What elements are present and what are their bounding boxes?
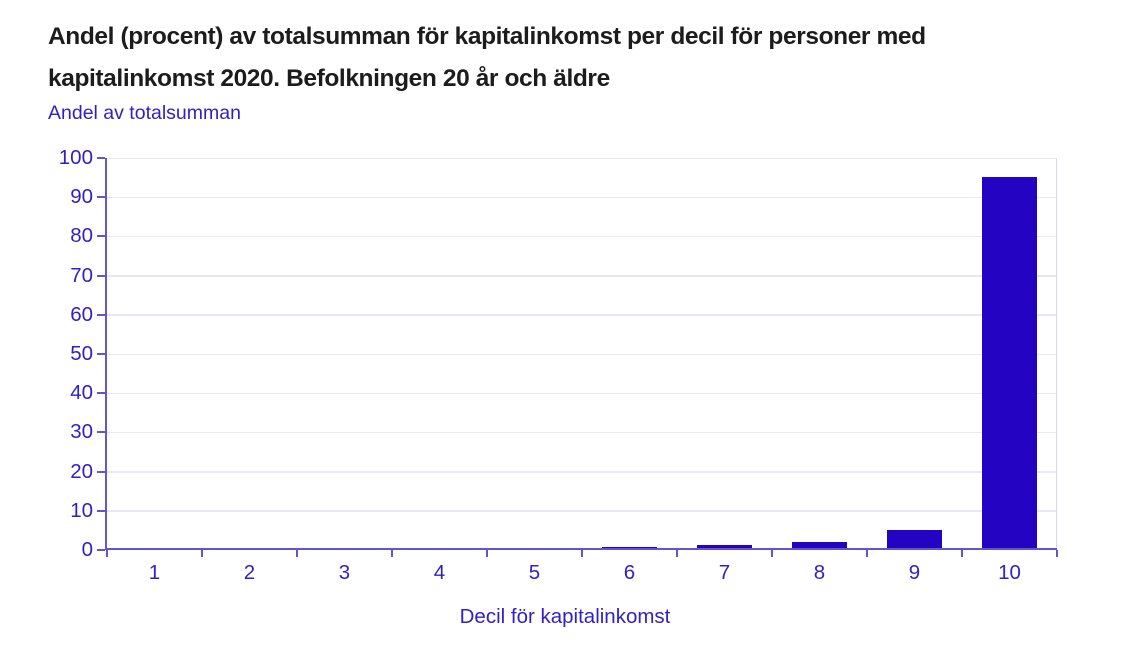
x-axis-tick-0 (106, 550, 108, 557)
y-axis-label-0: 0 (81, 538, 93, 561)
gridline-70 (107, 275, 1057, 277)
x-axis-tick-5 (581, 550, 583, 557)
bar-decile-10 (982, 176, 1037, 549)
gridline-40 (107, 392, 1057, 395)
bar-chart-plot-area: 0 10 20 30 40 50 60 70 80 90 100 1 2 3 4 5 6 7 8 9 10 (59, 146, 1058, 584)
x-axis-label-4: 4 (433, 561, 446, 584)
gridline-20 (107, 471, 1057, 473)
y-axis-label-80: 80 (70, 224, 93, 248)
x-axis-label-7: 7 (718, 561, 731, 584)
x-axis-tick-6 (676, 550, 678, 557)
x-axis-tick-3 (391, 550, 393, 557)
y-axis-tick-40 (97, 392, 105, 395)
x-axis-line (105, 548, 1057, 550)
x-axis-label-8: 8 (813, 561, 826, 584)
y-axis-label-100: 100 (58, 146, 93, 169)
x-axis-tick-8 (866, 550, 868, 557)
x-axis-tick-9 (961, 550, 963, 557)
y-axis-label-10: 10 (70, 498, 93, 522)
y-axis-label-40: 40 (70, 381, 93, 405)
x-axis-tick-4 (486, 550, 488, 557)
bar-decile-9 (887, 530, 942, 549)
y-axis-tick-30 (97, 431, 105, 434)
x-axis-label-10: 10 (998, 561, 1021, 584)
y-axis-tick-90 (97, 196, 105, 199)
y-axis-label-50: 50 (70, 342, 93, 365)
gridline-50 (107, 353, 1057, 355)
x-axis-label-2: 2 (243, 561, 256, 584)
y-axis-tick-20 (97, 470, 105, 473)
gridline-30 (107, 431, 1057, 434)
y-axis-tick-80 (97, 235, 105, 238)
x-axis-label-9: 9 (908, 561, 921, 584)
y-axis-tick-100 (97, 157, 105, 159)
gridline-60 (107, 314, 1057, 316)
x-axis-title: Decil för kapitalinkomst (459, 605, 671, 628)
x-axis-tick-10 (1056, 550, 1058, 557)
x-axis-label-5: 5 (528, 561, 541, 584)
bar-decile-7 (697, 545, 752, 549)
gridline-100 (107, 157, 1057, 159)
y-axis-label-60: 60 (70, 302, 93, 326)
y-axis-label-20: 20 (70, 459, 93, 483)
y-axis-label-30: 30 (70, 420, 93, 444)
x-axis-tick-2 (296, 550, 298, 557)
x-axis-label-6: 6 (623, 561, 636, 584)
y-axis-unit-label: Andel av totalsumman (48, 102, 241, 124)
y-axis-tick-10 (97, 509, 105, 512)
x-axis-tick-7 (771, 550, 773, 557)
y-axis-tick-60 (97, 313, 105, 316)
x-axis-tick-1 (201, 550, 203, 557)
gridline-10 (107, 510, 1057, 512)
x-axis-label-1: 1 (148, 561, 161, 584)
y-axis-tick-70 (97, 274, 105, 277)
chart-title-line-2: kapitalinkomst 2020. Befolkningen 20 år … (48, 65, 610, 92)
y-axis-line (105, 158, 107, 550)
y-axis-label-70: 70 (70, 263, 93, 287)
gridline-80 (107, 235, 1057, 238)
plot-right-border (1055, 158, 1057, 549)
x-axis-label-3: 3 (338, 561, 351, 584)
bar-decile-8 (792, 541, 847, 549)
chart-title: Andel (procent) av totalsumman för kapit… (48, 16, 926, 100)
gridline-90 (107, 196, 1057, 199)
y-axis-tick-50 (97, 353, 105, 355)
chart-title-line-1: Andel (procent) av totalsumman för kapit… (48, 23, 926, 50)
y-axis-tick-0 (97, 549, 105, 551)
y-axis-label-90: 90 (70, 185, 93, 209)
